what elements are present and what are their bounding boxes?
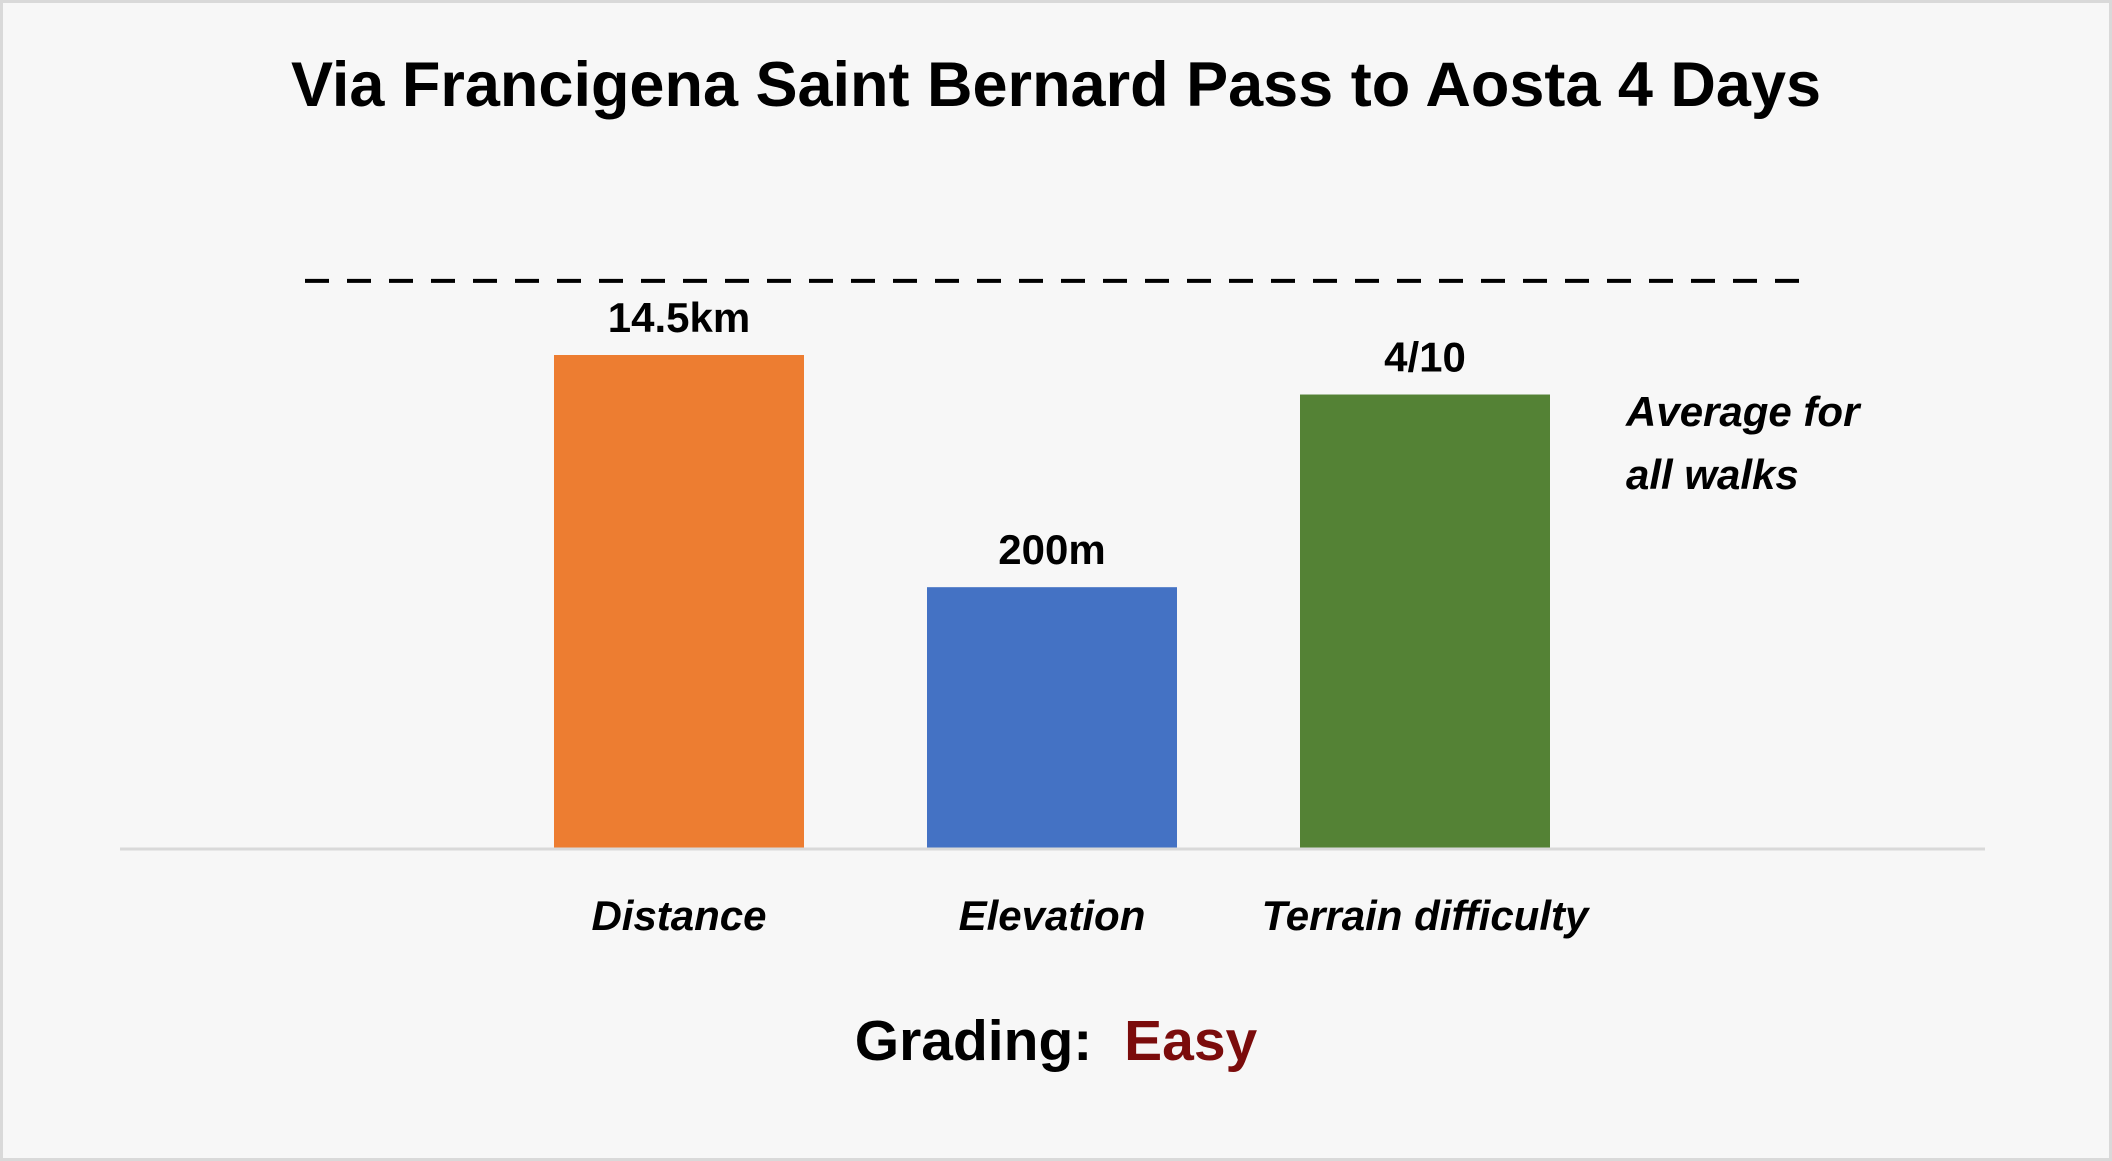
value-label-elevation: 200m (998, 526, 1105, 573)
bar-elevation (927, 587, 1177, 849)
grading-value: Easy (1124, 1009, 1257, 1073)
category-label-elevation: Elevation (959, 892, 1146, 939)
average-label-line: Average for (1625, 388, 1862, 435)
value-label-distance: 14.5km (608, 294, 750, 341)
category-label-terrain-difficulty: Terrain difficulty (1262, 892, 1591, 939)
average-label-line: all walks (1626, 451, 1799, 498)
chart-title: Via Francigena Saint Bernard Pass to Aos… (291, 50, 1821, 120)
grading-text: Grading: Easy (855, 1009, 1258, 1073)
bar-terrain-difficulty (1300, 394, 1550, 849)
grading-label: Grading: (855, 1009, 1093, 1073)
category-label-distance: Distance (591, 892, 766, 939)
category-labels-layer: Distance Elevation Terrain difficulty (591, 892, 1591, 939)
average-reference-label: Average for all walks (1625, 388, 1862, 498)
bar-distance (554, 355, 804, 849)
reference-layer: Average for all walks (305, 278, 1862, 498)
value-labels-layer: 14.5km 200m 4/10 (608, 294, 1466, 573)
bars-layer (554, 355, 1550, 849)
value-label-terrain-difficulty: 4/10 (1384, 334, 1466, 381)
